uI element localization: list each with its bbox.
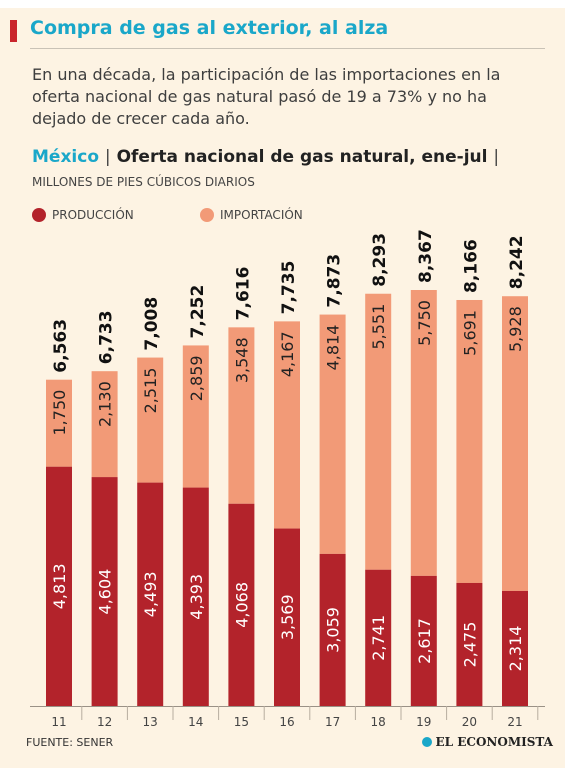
label-total-15: 7,616 (233, 267, 253, 321)
label-total-18: 8,293 (370, 233, 390, 287)
legend-imports-swatch (200, 207, 214, 222)
label-production-17: 3,059 (324, 607, 343, 653)
x-tick-label-20: 20 (462, 715, 477, 729)
label-total-19: 8,367 (416, 229, 436, 283)
bar-production-21 (502, 590, 528, 706)
label-total-12: 6,733 (97, 310, 117, 364)
label-import-15: 3,548 (232, 337, 251, 383)
label-import-20: 5,691 (460, 310, 479, 356)
bar-production-12 (91, 477, 118, 706)
x-tick-label-12: 12 (97, 715, 112, 729)
label-import-21: 5,928 (506, 306, 525, 352)
bar-import-17 (319, 314, 346, 554)
subtitle-separator-right: | (493, 147, 500, 167)
brand-name: EL ECONOMISTA (435, 735, 553, 749)
label-production-15: 4,068 (232, 582, 251, 628)
label-total-11: 6,563 (51, 319, 71, 373)
label-production-20: 2,475 (460, 622, 479, 668)
bar-production-14 (182, 487, 209, 706)
bar-import-11 (46, 379, 72, 467)
label-total-13: 7,008 (142, 297, 162, 351)
bar-import-12 (91, 371, 118, 478)
label-production-12: 4,604 (96, 569, 115, 615)
x-tick-label-19: 19 (416, 715, 431, 729)
label-total-14: 7,252 (188, 285, 208, 339)
title-divider (30, 48, 545, 49)
bar-production-19 (410, 575, 437, 706)
bar-import-18 (365, 293, 392, 570)
bar-production-16 (274, 528, 300, 706)
label-import-17: 4,814 (324, 325, 343, 371)
top-band (0, 0, 565, 8)
label-total-16: 7,735 (279, 261, 299, 315)
bar-import-13 (137, 357, 164, 483)
label-import-13: 2,515 (141, 368, 160, 414)
x-tick-label-14: 14 (188, 715, 203, 729)
x-tick-label-18: 18 (371, 715, 386, 729)
title-accent-bar (10, 20, 17, 42)
label-total-21: 8,242 (507, 235, 527, 289)
subtitle-country: México (32, 147, 99, 167)
x-tick-label-16: 16 (279, 715, 294, 729)
label-production-11: 4,813 (50, 563, 69, 609)
description-text: En una década, la participación de las i… (32, 65, 501, 128)
label-import-12: 2,130 (96, 381, 115, 427)
x-tick-label-13: 13 (143, 715, 158, 729)
bar-production-17 (319, 553, 346, 706)
x-tick-label-21: 21 (507, 715, 522, 729)
label-total-20: 8,166 (461, 239, 481, 293)
bar-import-15 (228, 327, 255, 504)
bar-import-19 (410, 290, 437, 576)
label-production-19: 2,617 (415, 618, 434, 664)
bar-production-20 (456, 582, 483, 706)
x-tick-label-11: 11 (51, 715, 66, 729)
legend-production-label: PRODUCCIÓN (52, 207, 134, 222)
label-production-18: 2,741 (369, 615, 388, 661)
x-tick-label-17: 17 (325, 715, 340, 729)
bar-import-20 (456, 299, 483, 583)
bar-production-11 (46, 466, 72, 706)
label-total-17: 7,873 (325, 254, 345, 308)
bar-production-15 (228, 503, 255, 706)
label-import-18: 5,551 (369, 304, 388, 350)
label-import-19: 5,750 (415, 300, 434, 346)
page-title: Compra de gas al exterior, al alza (30, 17, 389, 39)
label-production-21: 2,314 (506, 626, 525, 672)
legend-imports: IMPORTACIÓN (200, 204, 303, 222)
chart-subtitle: México | Oferta nacional de gas natural,… (32, 147, 499, 167)
label-production-13: 4,493 (141, 571, 160, 617)
legend-production-swatch (32, 207, 46, 222)
bar-import-14 (182, 345, 209, 488)
brand-logo: EL ECONOMISTA (421, 735, 553, 749)
label-import-11: 1,750 (50, 390, 69, 436)
bar-production-13 (137, 482, 164, 706)
source-note: FUENTE: SENER (26, 736, 114, 749)
bar-import-21 (502, 296, 528, 591)
subtitle-separator-left: | (104, 147, 111, 167)
brand-mark-icon (421, 737, 432, 747)
x-tick-label-15: 15 (234, 715, 249, 729)
label-production-16: 3,569 (278, 594, 297, 640)
bar-production-18 (365, 569, 392, 706)
label-import-16: 4,167 (278, 331, 297, 377)
subtitle-text: Oferta nacional de gas natural, ene-jul (116, 147, 488, 167)
legend-production: PRODUCCIÓN (32, 204, 134, 222)
unit-label: MILLONES DE PIES CÚBICOS DIARIOS (32, 175, 255, 189)
label-import-14: 2,859 (187, 355, 206, 401)
legend-imports-label: IMPORTACIÓN (220, 207, 303, 222)
label-production-14: 4,393 (187, 574, 206, 620)
bar-import-16 (274, 321, 300, 529)
